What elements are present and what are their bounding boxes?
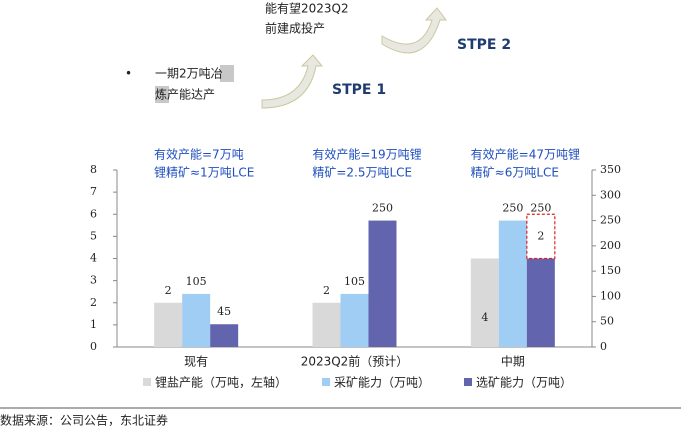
y2-tick-label: 200	[600, 239, 621, 252]
value-label: 4	[481, 311, 488, 324]
y2-tick-label: 350	[600, 163, 621, 176]
value-label: 2	[165, 284, 172, 297]
highlight	[220, 65, 234, 82]
x-tick-label: 现有	[184, 355, 208, 369]
y-tick-label: 3	[90, 274, 97, 287]
y-tick-label: 0	[90, 340, 97, 353]
bar	[312, 302, 341, 347]
value-label: 2	[323, 284, 330, 297]
legend-swatch	[464, 378, 472, 386]
step-label: STPE 1	[332, 82, 386, 98]
legend-swatch	[322, 378, 330, 386]
bullet: •	[125, 67, 132, 81]
arrow	[381, 7, 447, 54]
bar	[368, 220, 397, 347]
legend-label: 采矿能力（万吨）	[334, 376, 430, 390]
bullet-note: 一期2万吨冶	[155, 67, 223, 81]
value-label: 250	[530, 202, 551, 215]
y2-tick-label: 0	[600, 340, 607, 353]
top-note: 能有望2023Q2	[265, 2, 349, 16]
group-note: 有效产能=19万吨锂	[312, 147, 421, 162]
arrow	[261, 54, 324, 109]
group-note: 锂精矿≈1万吨LCE	[154, 165, 254, 180]
y2-tick-label: 50	[600, 315, 614, 328]
y2-tick-label: 300	[600, 188, 621, 201]
y-tick-label: 5	[90, 229, 97, 242]
y-tick-label: 7	[90, 185, 97, 198]
y2-tick-label: 150	[600, 264, 621, 277]
value-label: 105	[344, 275, 365, 288]
bullet-note: 炼产能达产	[155, 87, 215, 102]
value-label: 250	[372, 202, 393, 215]
top-note: 前建成投产	[265, 21, 325, 36]
value-label: 45	[217, 305, 231, 318]
bar	[210, 324, 239, 347]
bar	[470, 258, 499, 347]
x-tick-label: 2023Q2前（预计）	[301, 354, 409, 369]
y-tick-label: 2	[90, 296, 97, 309]
value-label: 2	[537, 229, 544, 242]
value-label: 250	[502, 202, 523, 215]
x-tick-label: 中期	[501, 354, 525, 369]
value-label: 105	[186, 275, 207, 288]
legend-label: 选矿能力（万吨）	[476, 376, 572, 390]
legend-swatch	[143, 378, 151, 386]
bar	[526, 213, 556, 260]
source: 数据来源：公司公告，东北证券	[0, 413, 168, 428]
bar	[498, 220, 527, 347]
step-label: STPE 2	[457, 37, 511, 53]
y-tick-label: 1	[90, 318, 97, 331]
highlight	[155, 86, 169, 103]
y2-tick-label: 250	[600, 214, 621, 227]
y-tick-label: 6	[90, 207, 97, 220]
bar	[154, 302, 183, 347]
bar	[182, 293, 211, 347]
group-note: 精矿≈6万吨LCE	[471, 166, 559, 180]
group-note: 有效产能=7万吨	[154, 147, 244, 162]
y-tick-label: 8	[90, 163, 97, 176]
y2-tick-label: 100	[600, 289, 621, 302]
group-note: 有效产能=47万吨锂	[471, 147, 580, 162]
bar	[340, 293, 369, 347]
legend-label: 锂盐产能（万吨，左轴）	[155, 375, 287, 390]
y-tick-label: 4	[90, 252, 97, 265]
group-note: 精矿=2.5万吨LCE	[312, 166, 412, 180]
